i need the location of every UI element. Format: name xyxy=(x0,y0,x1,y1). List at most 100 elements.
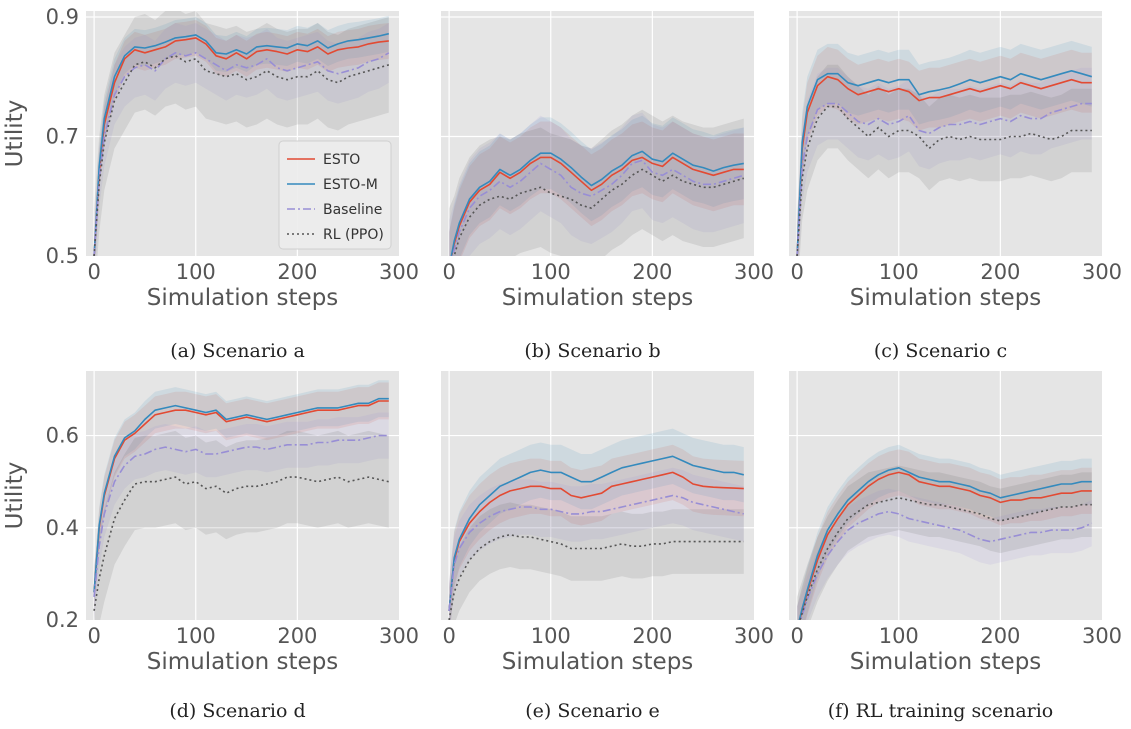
x-tick-label: 0 xyxy=(442,260,455,284)
x-axis-label: Simulation steps xyxy=(850,285,1042,311)
x-tick-label: 100 xyxy=(176,624,216,648)
band-esto-m xyxy=(449,115,744,256)
x-tick-label: 0 xyxy=(442,624,455,648)
y-tick-label: 0.9 xyxy=(46,5,79,29)
x-tick-label: 0 xyxy=(790,260,803,284)
plot-area xyxy=(449,109,745,256)
x-tick-label: 100 xyxy=(531,624,571,648)
plot-background xyxy=(86,371,399,620)
band-esto-m xyxy=(797,40,1092,256)
series-line-rl-ppo- xyxy=(799,496,1092,620)
x-axis-label: Simulation steps xyxy=(502,285,694,311)
series-line-esto xyxy=(796,75,1092,256)
panel-caption: (a) Scenario a xyxy=(170,340,305,362)
legend-box xyxy=(278,140,392,250)
x-tick-label: 200 xyxy=(980,624,1020,648)
x-tick-label: 0 xyxy=(790,624,803,648)
x-tick-label: 300 xyxy=(379,260,419,284)
panel-5: 0 100 200 300 Simulation steps (f) RL trainin… xyxy=(789,371,1122,722)
series-line-baseline xyxy=(799,510,1093,620)
band-baseline xyxy=(449,467,744,620)
band-baseline xyxy=(797,488,1092,620)
band-baseline xyxy=(797,67,1092,256)
x-tick-label: 200 xyxy=(980,260,1020,284)
y-tick-label: 0.5 xyxy=(46,244,79,268)
x-tick-label: 300 xyxy=(734,624,774,648)
legend-label: ESTO-M xyxy=(323,177,378,193)
band-esto xyxy=(797,449,1092,620)
series-line-baseline xyxy=(451,159,745,256)
legend-label: ESTO xyxy=(323,152,360,168)
series-line-rl-ppo- xyxy=(453,168,745,256)
legend-label: RL (PPO) xyxy=(323,227,384,243)
series-line-esto xyxy=(93,400,389,593)
series-line-baseline xyxy=(448,494,744,611)
series-line-esto xyxy=(448,471,744,611)
legend: ESTO ESTO-M Baseline RL (PPO) xyxy=(278,140,392,250)
y-tick-label: 0.4 xyxy=(46,516,79,540)
x-tick-label: 100 xyxy=(879,624,919,648)
x-tick-label: 0 xyxy=(87,624,100,648)
band-baseline xyxy=(94,412,389,620)
x-tick-label: 300 xyxy=(734,260,774,284)
series-line-esto-m xyxy=(93,32,389,256)
series-line-esto-m xyxy=(450,150,744,256)
band-rl-ppo- xyxy=(94,430,389,620)
plot-area xyxy=(796,40,1093,256)
panel-caption: (b) Scenario b xyxy=(524,340,660,362)
legend-label: Baseline xyxy=(323,202,382,218)
x-tick-label: 100 xyxy=(176,260,216,284)
panel-caption: (d) Scenario d xyxy=(169,700,305,722)
panel-4: 0 100 200 300 Simulation steps (e) Scenario e xyxy=(441,371,774,722)
x-tick-label: 200 xyxy=(632,624,672,648)
plot-area xyxy=(93,380,389,620)
band-rl-ppo- xyxy=(449,502,744,620)
panel-3: 0 100 200 300 0.2 0.4 0.6 Simulation steps Utili… xyxy=(2,371,419,722)
band-baseline xyxy=(449,112,744,256)
plot-area xyxy=(93,11,390,256)
x-tick-label: 300 xyxy=(379,624,419,648)
x-tick-label: 200 xyxy=(277,624,317,648)
series-line-baseline xyxy=(93,434,389,597)
panel-caption: (f) RL training scenario xyxy=(828,700,1054,722)
series-line-baseline xyxy=(93,51,390,256)
plot-area xyxy=(448,428,744,620)
plot-background xyxy=(441,371,754,620)
x-tick-label: 300 xyxy=(1082,260,1122,284)
series-line-rl-ppo- xyxy=(796,105,1092,256)
x-tick-label: 0 xyxy=(87,260,100,284)
y-axis-label: Utility xyxy=(2,100,28,168)
x-tick-label: 100 xyxy=(879,260,919,284)
panel-caption: (c) Scenario c xyxy=(874,340,1007,362)
x-tick-label: 100 xyxy=(531,260,571,284)
plot-area xyxy=(797,444,1093,620)
y-axis-label: Utility xyxy=(2,462,28,530)
series-line-baseline xyxy=(796,102,1092,256)
band-esto xyxy=(797,46,1092,256)
series-line-esto-m xyxy=(798,466,1092,620)
x-axis-label: Simulation steps xyxy=(502,649,694,675)
y-tick-label: 0.7 xyxy=(46,124,79,148)
series-line-esto xyxy=(93,37,389,256)
series-line-esto-m xyxy=(796,70,1093,256)
band-baseline xyxy=(94,23,389,256)
panel-0: 0 100 200 300 0.5 0.7 0.9 Simulation steps Utili… xyxy=(2,5,419,362)
x-axis-label: Simulation steps xyxy=(850,649,1042,675)
plot-background xyxy=(441,11,754,256)
band-rl-ppo- xyxy=(797,64,1092,256)
band-esto-m xyxy=(797,444,1092,620)
series-line-rl-ppo- xyxy=(448,533,744,620)
series-line-esto-m xyxy=(448,455,744,611)
panel-caption: (e) Scenario e xyxy=(525,700,659,722)
panel-2: 0 100 200 300 Simulation steps (c) Scenario c xyxy=(789,11,1122,362)
y-tick-label: 0.6 xyxy=(46,424,79,448)
y-tick-label: 0.2 xyxy=(46,608,79,632)
x-axis-label: Simulation steps xyxy=(147,649,339,675)
series-line-esto xyxy=(798,471,1092,620)
band-esto xyxy=(94,20,389,256)
band-rl-ppo- xyxy=(797,465,1092,620)
x-tick-label: 200 xyxy=(632,260,672,284)
panel-1: 0 100 200 300 Simulation steps (b) Scenario b xyxy=(441,11,774,362)
